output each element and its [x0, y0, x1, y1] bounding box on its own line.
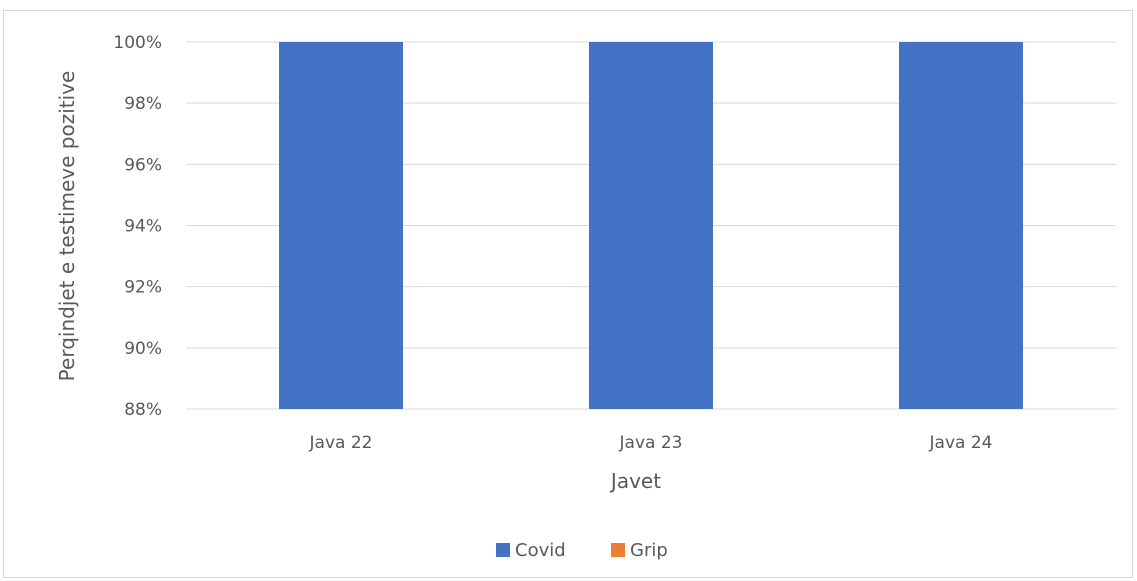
legend: Covid Grip [496, 540, 668, 561]
legend-swatch-grip [611, 543, 625, 557]
y-tick-label: 94% [124, 217, 162, 237]
x-tick-label: Java 23 [619, 433, 683, 453]
x-axis-title: Javet [609, 469, 661, 493]
y-tick-label: 88% [124, 400, 162, 420]
bar-covid-2 [589, 42, 713, 409]
y-tick-label: 98% [124, 94, 162, 114]
bar-covid-1 [279, 42, 403, 409]
legend-swatch-covid [496, 543, 510, 557]
legend-label-covid: Covid [515, 540, 566, 561]
y-axis-ticks: 88% 90% 92% 94% 96% 98% 100% [113, 33, 162, 420]
y-tick-label: 90% [124, 339, 162, 359]
x-axis-ticks: Java 22 Java 23 Java 24 [309, 433, 993, 453]
y-tick-label: 100% [113, 33, 162, 53]
legend-label-grip: Grip [630, 540, 668, 561]
bar-covid-3 [899, 42, 1023, 409]
x-tick-label: Java 22 [309, 433, 373, 453]
y-tick-label: 96% [124, 155, 162, 175]
x-tick-label: Java 24 [929, 433, 993, 453]
y-tick-label: 92% [124, 278, 162, 298]
y-axis-title: Perqindjet e testimeve pozitive [55, 71, 79, 382]
bars [279, 42, 1023, 409]
